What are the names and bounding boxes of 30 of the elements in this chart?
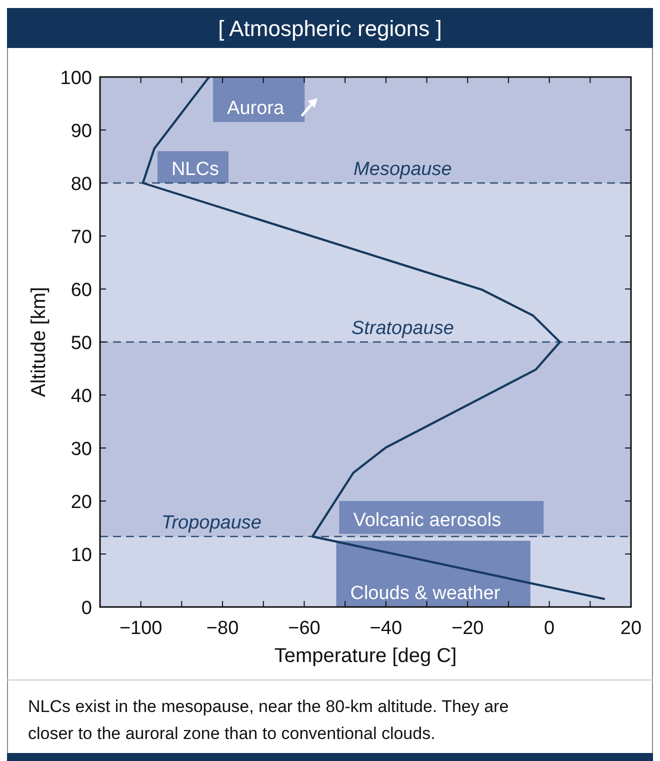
x-tick-label: −40 — [370, 618, 402, 639]
y-tick-label: 100 — [60, 68, 92, 89]
y-axis-title: Altitude [km] — [28, 286, 50, 398]
y-tick-label: 20 — [70, 492, 92, 513]
y-tick-label: 30 — [70, 439, 92, 460]
y-tick-label: 90 — [70, 121, 92, 142]
ref-line-label: Mesopause — [354, 159, 452, 180]
x-tick-label: −20 — [452, 618, 484, 639]
x-tick-label: −80 — [206, 618, 239, 639]
band-label: Volcanic aerosols — [353, 510, 502, 531]
x-tick-label: 20 — [620, 618, 642, 639]
x-tick-label: −60 — [288, 618, 320, 639]
text: NLCs exist in the mesopause, near the 80-km altitude. They are closer to the auroral zone than to conventional clouds. — [28, 697, 509, 743]
x-tick-label: 0 — [544, 618, 555, 639]
x-tick-label: −100 — [119, 618, 162, 639]
line-series — [142, 76, 606, 600]
chart-title: [ Atmospheric regions ] — [218, 16, 442, 41]
x-axis-title: Temperature [deg C] — [274, 645, 457, 667]
y-tick-label: 0 — [81, 598, 92, 619]
y-tick-label: 80 — [70, 174, 92, 195]
y-tick-label: 40 — [70, 386, 92, 407]
y-tick-label: 70 — [70, 227, 92, 248]
y-tick-label: 10 — [70, 545, 92, 566]
y-tick-label: 60 — [70, 280, 92, 301]
ref-line-label: Stratopause — [351, 318, 454, 339]
y-tick-label: 50 — [70, 333, 92, 354]
ref-line-label: Tropopause — [162, 512, 262, 534]
band-label: Clouds & weather — [350, 583, 501, 604]
band-label: NLCs — [171, 159, 219, 180]
band-label: Aurora — [227, 98, 285, 120]
